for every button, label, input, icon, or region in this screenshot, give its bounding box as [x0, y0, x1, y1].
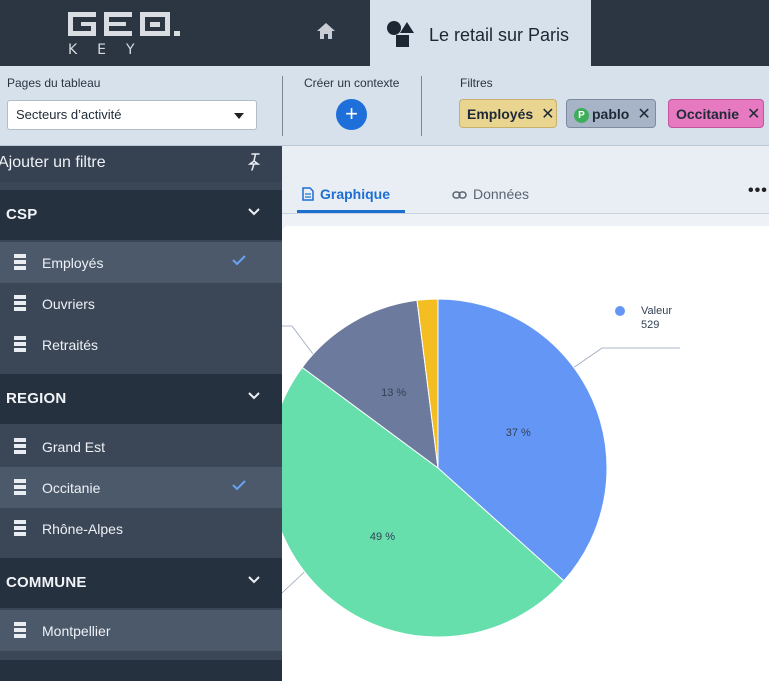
active-tab-indicator	[297, 210, 405, 213]
filter-group-commune[interactable]: COMMUNE	[0, 558, 282, 608]
controls-bar: Pages du tableau Secteurs d’activité Cré…	[0, 66, 769, 146]
sidebar-item-employes[interactable]: Employés	[0, 242, 282, 283]
context-tab[interactable]: Le retail sur Paris	[370, 0, 591, 66]
pin-icon[interactable]	[246, 152, 264, 172]
sidebar-item-retraites[interactable]: Retraités	[0, 324, 282, 365]
pie-chart: 37 % 49 % 13 % Valeur 529	[268, 298, 680, 638]
chevron-down-icon	[248, 392, 260, 400]
sidebar-item-rhone-alpes[interactable]: Rhône-Alpes	[0, 508, 282, 549]
tooltip-value: 529	[641, 319, 659, 331]
pie-slice-label: 49 %	[370, 531, 395, 543]
filter-chip-occitanie: Occitanie ✕	[668, 99, 764, 128]
pie-slice-label: 37 %	[506, 427, 531, 439]
sidebar-header: Ajouter un filtre	[0, 146, 282, 182]
filter-group-csp[interactable]: CSP	[0, 190, 282, 240]
list-icon	[14, 479, 26, 495]
chevron-down-icon	[248, 576, 260, 584]
user-badge-icon: P	[574, 108, 589, 123]
filter-chip-label: pablo	[592, 106, 630, 122]
close-icon[interactable]: ✕	[747, 106, 761, 123]
sidebar-item-label: Ouvriers	[42, 296, 95, 312]
check-icon	[232, 255, 246, 266]
leader-line	[282, 325, 323, 367]
tab-graphique[interactable]: Graphique	[302, 186, 390, 202]
more-options-button[interactable]: •••	[748, 182, 768, 199]
pages-select-value: Secteurs d’activité	[16, 107, 122, 122]
tab-donnees[interactable]: Données	[452, 186, 529, 202]
filter-group-region[interactable]: REGION	[0, 374, 282, 424]
create-context-label: Créer un contexte	[304, 76, 400, 90]
sidebar-item-label: Montpellier	[42, 623, 111, 639]
sidebar-item-label: Occitanie	[42, 480, 101, 496]
close-icon[interactable]: ✕	[541, 106, 555, 123]
link-icon	[452, 191, 467, 199]
create-context-button[interactable]: +	[336, 99, 367, 130]
sidebar-item-label: Grand Est	[42, 439, 106, 455]
pie-slice[interactable]	[416, 298, 439, 469]
tab-graphique-label: Graphique	[320, 186, 391, 202]
tab-donnees-label: Données	[473, 186, 530, 202]
divider	[421, 76, 422, 136]
sidebar-item-label: Retraités	[42, 337, 99, 353]
list-icon	[14, 254, 26, 270]
home-button[interactable]	[300, 20, 352, 48]
sidebar-item-ouvriers[interactable]: Ouvriers	[0, 283, 282, 324]
close-icon[interactable]: ✕	[637, 106, 651, 123]
document-icon	[302, 187, 314, 201]
home-icon	[317, 23, 335, 39]
tooltip-series-name: Valeur	[641, 305, 672, 317]
logo-key-text: KEY	[68, 42, 155, 58]
filter-group-next[interactable]	[0, 660, 282, 681]
pie-slice-label: 13 %	[381, 387, 406, 399]
tooltip-color-dot	[615, 306, 625, 316]
pages-label: Pages du tableau	[7, 76, 101, 90]
sidebar-item-grand-est[interactable]: Grand Est	[0, 426, 282, 467]
list-icon	[14, 438, 26, 454]
list-icon	[14, 622, 26, 638]
filters-label: Filtres	[460, 76, 493, 90]
list-icon	[14, 336, 26, 352]
geokey-logo[interactable]: KEY	[64, 8, 204, 60]
chart-card: 37 % 49 % 13 % Valeur 529	[268, 226, 769, 681]
sidebar-item-label: Rhône-Alpes	[42, 521, 123, 537]
filter-chip-label: Occitanie	[676, 106, 740, 122]
content-tabs: Graphique Données •••	[282, 146, 769, 214]
list-icon	[14, 520, 26, 536]
sidebar-item-label: Employés	[42, 255, 104, 271]
group-title: CSP	[6, 206, 38, 223]
pie-slice[interactable]	[437, 298, 608, 582]
sidebar-title: Ajouter un filtre	[0, 154, 106, 171]
check-icon	[232, 480, 246, 491]
sidebar-item-montpellier[interactable]: Montpellier	[0, 610, 282, 651]
context-title: Le retail sur Paris	[429, 25, 570, 45]
chevron-down-icon	[248, 208, 260, 216]
top-bar: KEY Le retail sur Paris	[0, 0, 769, 66]
pages-select[interactable]: Secteurs d’activité	[7, 100, 257, 130]
filter-sidebar: Ajouter un filtre CSP Employés Ouvriers …	[0, 146, 282, 681]
shapes-icon	[387, 21, 414, 47]
filter-chip-label: Employés	[467, 106, 534, 122]
list-icon	[14, 295, 26, 311]
pie-slice[interactable]	[301, 299, 439, 470]
divider	[282, 76, 283, 136]
group-title: COMMUNE	[6, 574, 87, 591]
group-title: REGION	[6, 390, 67, 407]
caret-down-icon	[234, 113, 244, 119]
sidebar-item-occitanie[interactable]: Occitanie	[0, 467, 282, 508]
filter-chip-employes: Employés ✕	[459, 99, 557, 128]
